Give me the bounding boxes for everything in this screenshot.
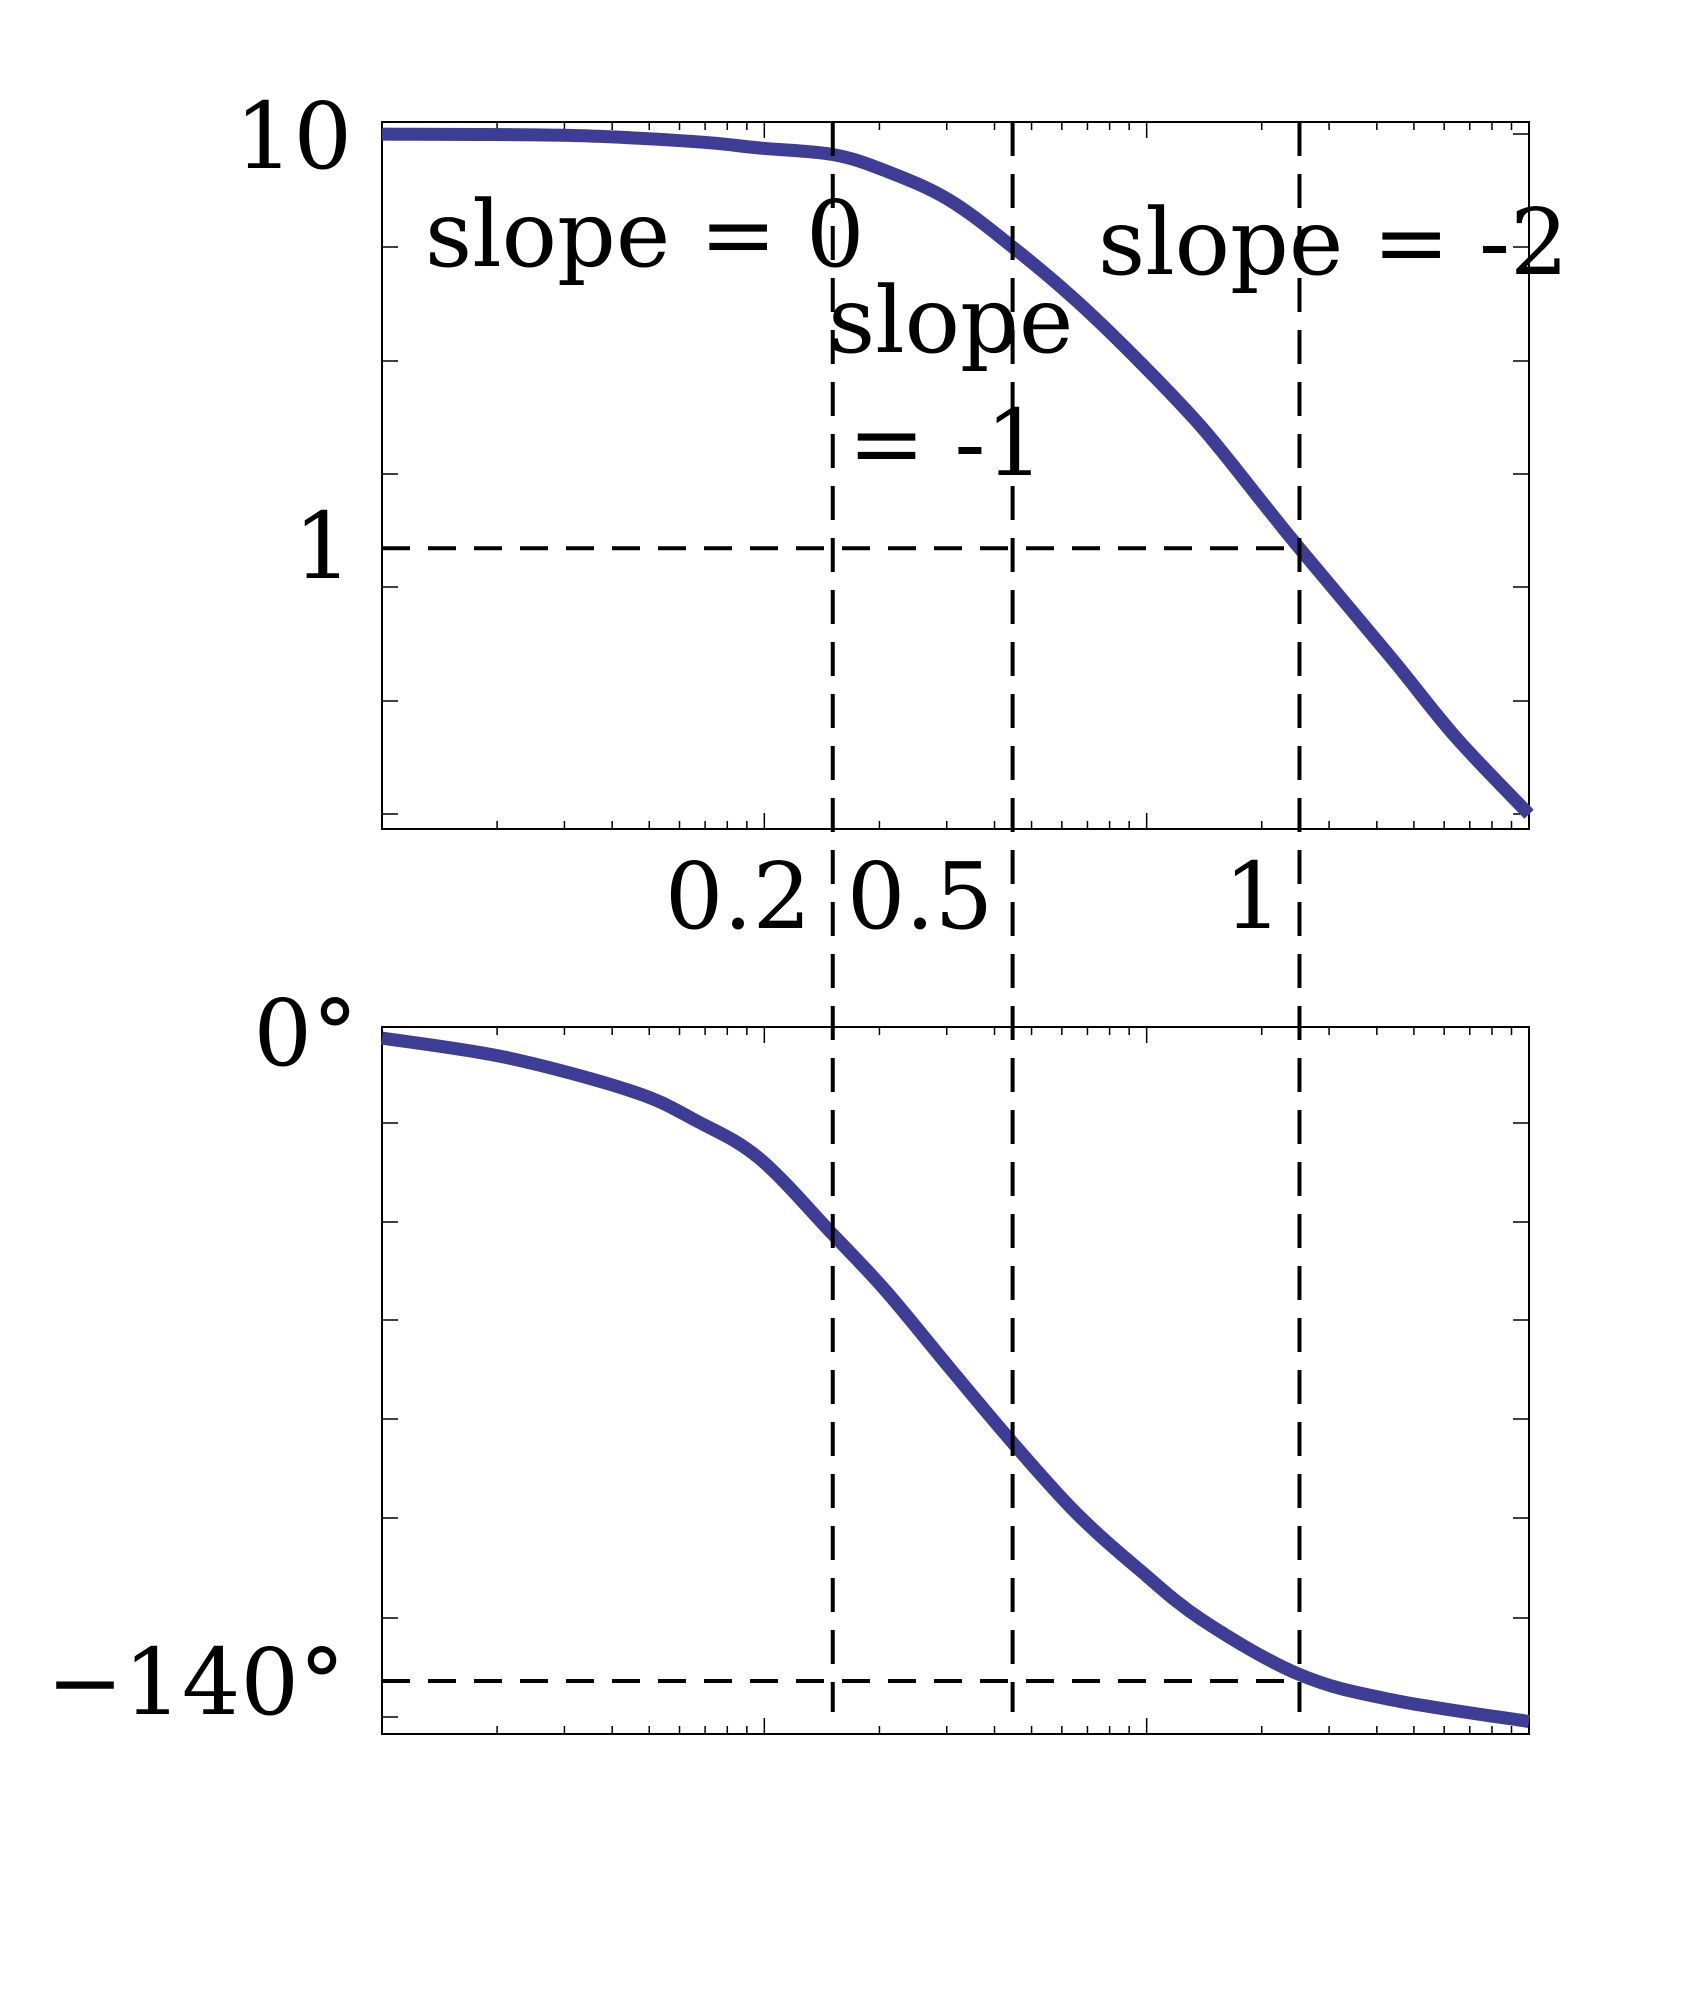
magnitude-panel [381,121,1534,830]
ytick-label-10: 10 [235,83,352,190]
xtick-label-0.2: 0.2 [665,843,811,950]
annotation-slope-1-line1: slope [828,267,1073,374]
series-line [380,1031,1531,1728]
xtick-label-1: 1 [1224,843,1283,950]
ytick-label-1: 1 [293,493,352,600]
annotation-slope-2: slope = -2 [1098,189,1569,296]
plot-frame [381,1026,1530,1735]
ytick-label-minus140deg: −140° [46,1629,345,1736]
ytick-label-0deg: 0° [253,980,358,1087]
phase-panel [380,1026,1531,1735]
series-line [381,127,1534,819]
plot-frame [381,121,1530,830]
xtick-label-0.5: 0.5 [847,843,993,950]
annotation-slope-0: slope = 0 [425,181,864,288]
